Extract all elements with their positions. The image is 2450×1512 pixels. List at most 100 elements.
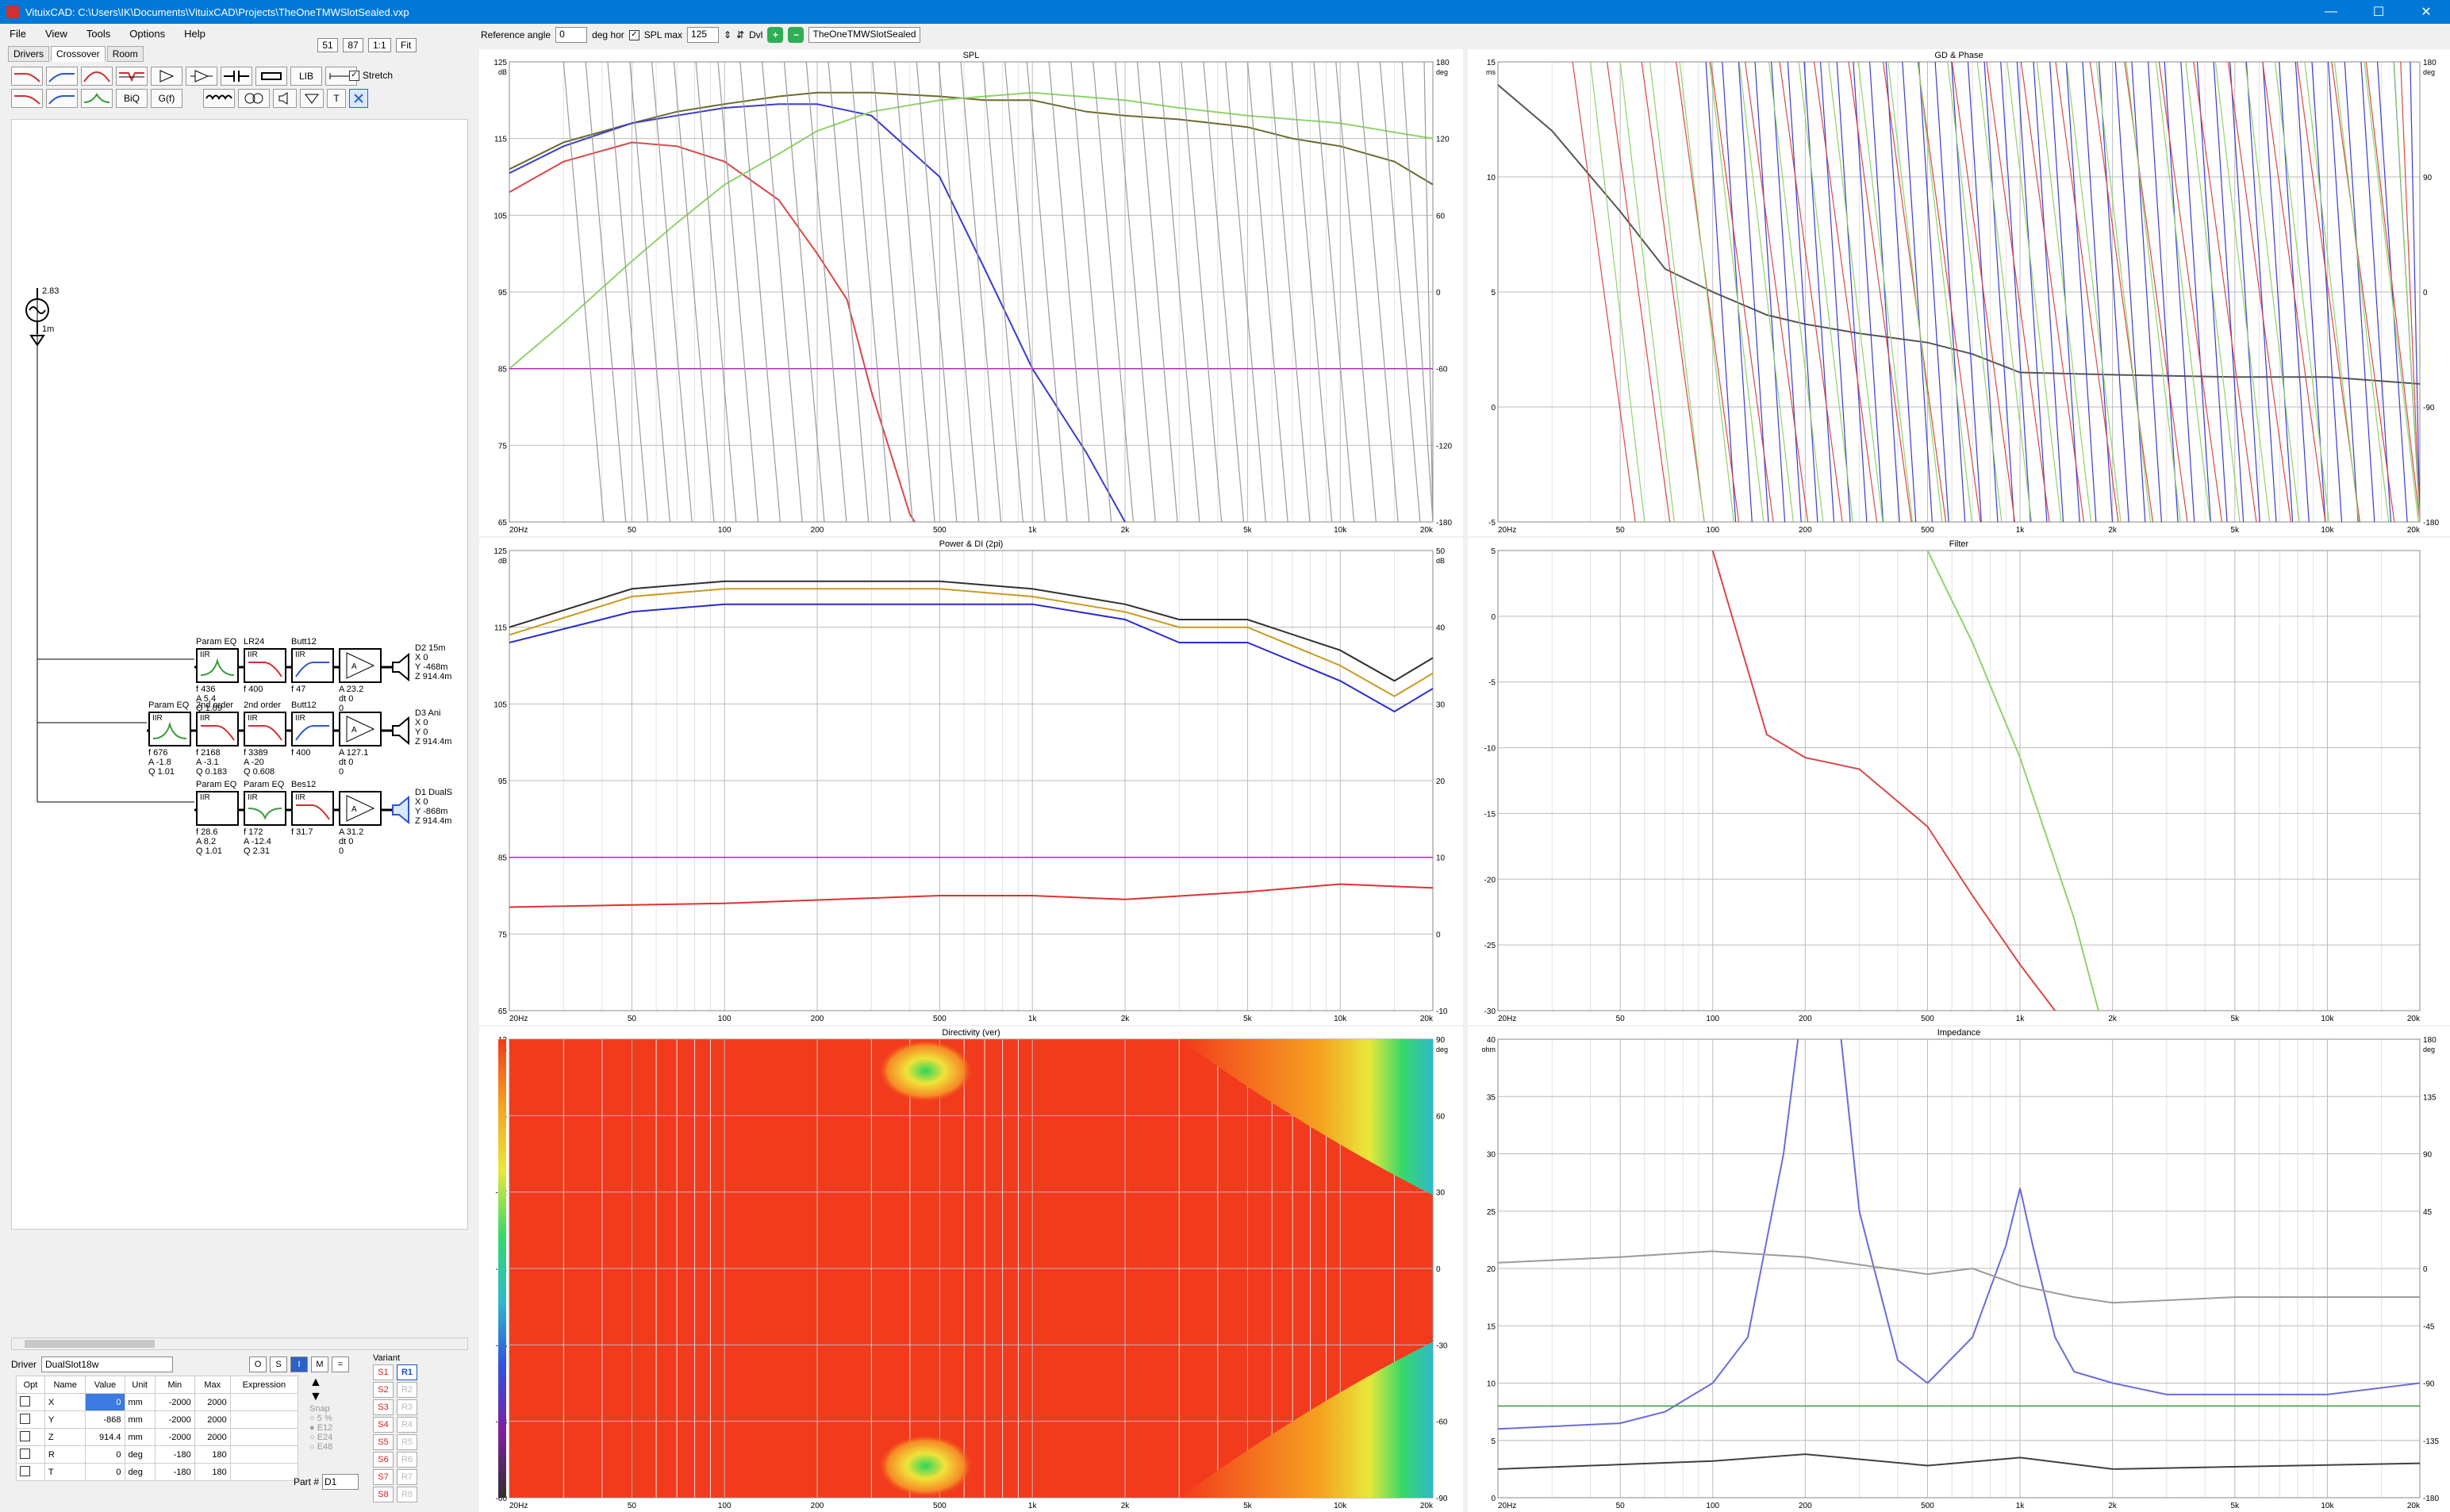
variant-r2-button[interactable]: R2 [397, 1382, 417, 1398]
menu-view[interactable]: View [44, 27, 67, 40]
opt-cell[interactable] [16, 1428, 45, 1446]
transformer-tool-icon[interactable] [238, 89, 270, 108]
tab-drivers[interactable]: Drivers [8, 46, 49, 62]
ground-tool-icon[interactable] [300, 89, 324, 108]
highpass-tool-icon[interactable] [46, 67, 78, 86]
bandpass-tool-icon[interactable] [81, 67, 113, 86]
zoom-1to1-button[interactable]: 1:1 [368, 38, 391, 52]
buffer-tool-icon[interactable] [151, 67, 182, 86]
minimize-button[interactable]: — [2325, 5, 2337, 18]
min-cell[interactable]: -2000 [154, 1410, 195, 1429]
variant-r5-button[interactable]: R5 [397, 1434, 417, 1450]
max-cell[interactable]: 2000 [194, 1410, 231, 1429]
inductor-tool-icon[interactable] [203, 89, 235, 108]
variant-r1-button[interactable]: R1 [397, 1364, 417, 1380]
opt-cell[interactable] [16, 1463, 45, 1481]
variant-s5-button[interactable]: S5 [373, 1434, 394, 1450]
amp-tool-icon[interactable] [186, 67, 217, 86]
param-eq-block[interactable]: IIR [196, 791, 239, 826]
table-row[interactable]: T 0 deg -180 180 [16, 1463, 299, 1481]
mode-equal-button[interactable]: = [332, 1357, 349, 1372]
lowpass-alt-tool-icon[interactable] [11, 89, 43, 108]
max-cell[interactable]: 2000 [194, 1428, 231, 1446]
directivity-graph[interactable]: Directivity (ver) 20Hz 50 100 200 500 1k 2k 5k 10… [479, 1027, 1463, 1512]
param-eq-block[interactable]: IIR [148, 712, 191, 746]
remove-icon[interactable]: − [788, 27, 805, 43]
variant-r6-button[interactable]: R6 [397, 1452, 417, 1468]
opt-cell[interactable] [16, 1410, 45, 1429]
part-input[interactable]: D1 [322, 1474, 359, 1490]
capacitor-tool-icon[interactable] [221, 67, 252, 86]
min-cell[interactable]: -2000 [154, 1393, 195, 1411]
close-button[interactable]: ✕ [2421, 6, 2432, 19]
library-button[interactable]: LIB [290, 67, 322, 86]
menu-options[interactable]: Options [129, 27, 166, 40]
peq-tool-icon[interactable] [81, 89, 113, 108]
filter-graph[interactable]: Filter 20Hz 50 100 200 500 1k 2k 5k 10k 20k 5 0 -5 -10… [1468, 538, 2450, 1025]
pointer-tool-icon[interactable] [349, 89, 368, 108]
variant-r8-button[interactable]: R8 [397, 1487, 417, 1502]
variant-s2-button[interactable]: S2 [373, 1382, 394, 1398]
value-cell[interactable]: 0 [85, 1445, 125, 1464]
menu-file[interactable]: File [10, 27, 26, 40]
crossover-schematic[interactable]: 2.83 1m Param EQ IIR f 436 A 5.4 Q 1.09 … [11, 119, 468, 1230]
project-name-input[interactable]: TheOneTMWSlotSealed [808, 27, 920, 43]
max-cell[interactable]: 180 [194, 1463, 231, 1481]
snap-down-icon[interactable]: ▼ [309, 1390, 322, 1403]
tab-crossover[interactable]: Crossover [51, 46, 106, 62]
transfer-function-button[interactable]: G(f) [151, 89, 182, 108]
speaker-icon[interactable] [390, 795, 413, 827]
value-cell[interactable]: 914.4 [85, 1428, 125, 1446]
min-cell[interactable]: -180 [154, 1463, 195, 1481]
tab-room[interactable]: Room [106, 46, 144, 62]
impedance-graph[interactable]: Impedance 20Hz 50 100 200 500 1k 2k 5k 10k 20k 40 35… [1468, 1027, 2450, 1512]
expression-cell[interactable] [229, 1445, 299, 1464]
speaker-tool-icon[interactable] [273, 89, 297, 108]
scrollbar-thumb[interactable] [25, 1340, 155, 1348]
min-cell[interactable]: -180 [154, 1445, 195, 1464]
text-tool-button[interactable]: T [327, 89, 346, 108]
max-cell[interactable]: 180 [194, 1445, 231, 1464]
variant-s7-button[interactable]: S7 [373, 1469, 394, 1485]
speaker-icon[interactable] [390, 716, 413, 747]
snap-option[interactable]: ○ E48 [309, 1442, 333, 1452]
variant-s1-button[interactable]: S1 [373, 1364, 394, 1380]
mode-m-button[interactable]: M [311, 1357, 328, 1372]
zoom-b-field[interactable]: 87 [343, 38, 363, 52]
param-eq-block[interactable]: IIR [244, 791, 286, 826]
variant-s4-button[interactable]: S4 [373, 1417, 394, 1433]
biquad-button[interactable]: BiQ [116, 89, 148, 108]
second-order-block[interactable]: IIR [196, 712, 239, 746]
expression-cell[interactable] [229, 1463, 299, 1481]
snap-option[interactable]: ○ E24 [309, 1433, 333, 1442]
lowpass-block[interactable]: IIR [291, 791, 334, 826]
variant-s3-button[interactable]: S3 [373, 1399, 394, 1415]
menu-help[interactable]: Help [184, 27, 205, 40]
schematic-horizontal-scrollbar[interactable] [11, 1337, 468, 1350]
snap-option[interactable]: ● E12 [309, 1423, 333, 1433]
min-cell[interactable]: -2000 [154, 1428, 195, 1446]
snap-up-icon[interactable]: ▲ [309, 1376, 322, 1389]
mode-i-button[interactable]: I [290, 1357, 308, 1372]
opt-cell[interactable] [16, 1445, 45, 1464]
variant-s6-button[interactable]: S6 [373, 1452, 394, 1468]
mode-o-button[interactable]: O [249, 1357, 267, 1372]
value-cell[interactable]: 0 [85, 1393, 125, 1411]
second-order-block[interactable]: IIR [244, 712, 286, 746]
group-delay-phase-graph[interactable]: GD & Phase 20Hz 50 100 200 500 1k 2k 5k 10k 20k 15 1… [1468, 49, 2450, 536]
expression-cell[interactable] [229, 1393, 299, 1411]
spl-max-input[interactable]: 125 [687, 27, 720, 43]
resistor-tool-icon[interactable] [255, 67, 287, 86]
notch-tool-icon[interactable] [116, 67, 148, 86]
highpass-block[interactable]: IIR [291, 648, 334, 683]
stretch-option[interactable]: ✓ Stretch [349, 70, 393, 81]
spl-graph[interactable]: SPL 20Hz 50 100 200 500 1k 2k 5k 10k 20k 125 115 105 9… [479, 49, 1463, 536]
add-icon[interactable]: + [767, 27, 784, 43]
snap-option[interactable]: ○ 5 % [309, 1414, 332, 1423]
driver-select[interactable]: DualSlot18w [41, 1357, 173, 1372]
speaker-icon[interactable] [390, 652, 413, 684]
sort-icon[interactable]: ⇵ [736, 29, 745, 40]
mode-s-button[interactable]: S [270, 1357, 287, 1372]
variant-r7-button[interactable]: R7 [397, 1469, 417, 1485]
stretch-checkbox[interactable]: ✓ [349, 70, 359, 81]
